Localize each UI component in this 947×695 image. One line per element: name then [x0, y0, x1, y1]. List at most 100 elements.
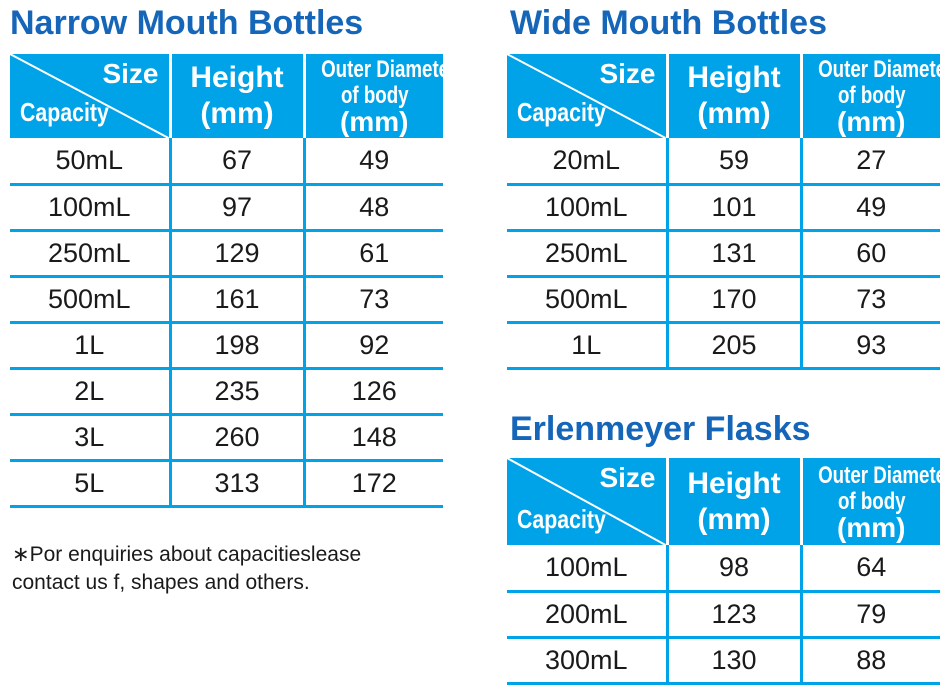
- diameter-cell: 27: [799, 138, 940, 186]
- capacity-cell: 250mL: [10, 230, 170, 278]
- diagonal-divider: [507, 54, 666, 138]
- of-body-label: of body: [837, 487, 906, 515]
- header-height: Height (mm): [665, 54, 801, 138]
- height-unit: (mm): [697, 502, 771, 536]
- diameter-cell: 60: [799, 230, 940, 278]
- table-row: 5L 313 172: [10, 460, 443, 508]
- height-unit: (mm): [697, 97, 771, 130]
- header-outer-diameter: Outer Diameter of body (mm): [799, 54, 947, 138]
- diameter-cell: 126: [302, 368, 443, 416]
- wide-table: Size Capacity Height (mm) Outer Diameter of b…: [507, 54, 947, 370]
- diameter-cell: 148: [302, 414, 443, 462]
- diagonal-divider: [10, 54, 169, 138]
- capacity-cell: 300mL: [507, 637, 667, 685]
- header-outer-diameter: Outer Diameter of body (mm): [302, 54, 456, 138]
- size-label: Size: [599, 58, 656, 89]
- capacity-cell: 500mL: [10, 276, 170, 324]
- diameter-cell: 64: [799, 545, 940, 593]
- capacity-label: Capacity: [20, 97, 109, 127]
- diameter-cell: 79: [799, 591, 940, 639]
- capacity-cell: 1L: [507, 322, 667, 370]
- height-cell: 198: [168, 322, 304, 370]
- capacity-cell: 20mL: [507, 138, 667, 186]
- table-row: 300mL 130 88: [507, 637, 940, 685]
- height-cell: 97: [168, 184, 304, 232]
- of-body-label: of body: [837, 82, 906, 109]
- diameter-cell: 88: [799, 637, 940, 685]
- table-row: 250mL 129 61: [10, 230, 443, 278]
- capacity-cell: 1L: [10, 322, 170, 370]
- erlenmeyer-title: Erlenmeyer Flasks: [510, 410, 811, 448]
- capacity-cell: 250mL: [507, 230, 667, 278]
- table-row: 250mL 131 60: [507, 230, 940, 278]
- diameter-cell: 48: [302, 184, 443, 232]
- size-label: Size: [102, 58, 159, 89]
- table-row: 500mL 161 73: [10, 276, 443, 324]
- capacity-cell: 50mL: [10, 138, 170, 186]
- height-cell: 205: [665, 322, 801, 370]
- capacity-cell: 5L: [10, 460, 170, 508]
- height-cell: 67: [168, 138, 304, 186]
- table-row: 1L 198 92: [10, 322, 443, 370]
- diameter-unit: (mm): [340, 106, 409, 137]
- table-row: 3L 260 148: [10, 414, 443, 462]
- outer-diameter-label: Outer Diameter: [817, 461, 947, 489]
- header-height: Height (mm): [168, 54, 304, 138]
- table-row: 100mL 98 64: [507, 545, 940, 593]
- height-unit: (mm): [200, 97, 274, 130]
- table-row: 20mL 59 27: [507, 138, 940, 186]
- table-row: 100mL 101 49: [507, 184, 940, 232]
- capacity-cell: 100mL: [10, 184, 170, 232]
- height-cell: 59: [665, 138, 801, 186]
- of-body-label: of body: [340, 82, 409, 109]
- height-cell: 98: [665, 545, 801, 593]
- diameter-cell: 61: [302, 230, 443, 278]
- table-header-row: Size Capacity Height (mm) Outer Diameter of b…: [507, 54, 947, 138]
- height-cell: 129: [168, 230, 304, 278]
- capacity-cell: 200mL: [507, 591, 667, 639]
- height-cell: 260: [168, 414, 304, 462]
- diameter-unit: (mm): [837, 511, 906, 543]
- table-row: 1L 205 93: [507, 322, 940, 370]
- diameter-cell: 172: [302, 460, 443, 508]
- diameter-cell: 49: [799, 184, 940, 232]
- capacity-cell: 3L: [10, 414, 170, 462]
- diameter-cell: 49: [302, 138, 443, 186]
- height-cell: 161: [168, 276, 304, 324]
- footnote-line-2: contact us f, shapes and others.: [12, 571, 310, 594]
- narrow-table: Size Capacity Height (mm) Outer Diameter of b…: [10, 54, 456, 508]
- height-cell: 123: [665, 591, 801, 639]
- header-size-capacity: Size Capacity: [507, 458, 667, 545]
- table-row: 100mL 97 48: [10, 184, 443, 232]
- height-label: Height: [190, 61, 284, 94]
- header-size-capacity: Size Capacity: [10, 54, 170, 138]
- footnote-line-1: ∗Por enquiries about capacitieslease: [12, 543, 362, 566]
- diameter-cell: 92: [302, 322, 443, 370]
- diagonal-divider: [507, 458, 666, 545]
- table-header-row: Size Capacity Height (mm) Outer Diameter of b…: [507, 458, 947, 545]
- table-row: 2L 235 126: [10, 368, 443, 416]
- diameter-unit: (mm): [837, 106, 906, 137]
- diameter-cell: 73: [302, 276, 443, 324]
- header-outer-diameter: Outer Diameter of body (mm): [799, 458, 947, 545]
- header-height: Height (mm): [665, 458, 801, 545]
- capacity-cell: 500mL: [507, 276, 667, 324]
- capacity-cell: 100mL: [507, 184, 667, 232]
- header-size-capacity: Size Capacity: [507, 54, 667, 138]
- diameter-cell: 73: [799, 276, 940, 324]
- height-cell: 235: [168, 368, 304, 416]
- table-header-row: Size Capacity Height (mm) Outer Diameter of b…: [10, 54, 456, 138]
- wide-title: Wide Mouth Bottles: [510, 4, 827, 42]
- capacity-label: Capacity: [517, 97, 606, 127]
- table-row: 200mL 123 79: [507, 591, 940, 639]
- narrow-title: Narrow Mouth Bottles: [10, 4, 364, 42]
- table-row: 500mL 170 73: [507, 276, 940, 324]
- table-body: 100mL 98 64 200mL 123 79 300mL 130 88: [507, 545, 940, 685]
- height-label: Height: [687, 61, 781, 94]
- height-cell: 170: [665, 276, 801, 324]
- height-cell: 101: [665, 184, 801, 232]
- table-body: 50mL 67 49 100mL 97 48 250mL 129 61 500mL 161 73 1L 1…: [10, 138, 443, 508]
- diameter-cell: 93: [799, 322, 940, 370]
- footnote: ∗Por enquiries about capacitieslease con…: [12, 541, 452, 597]
- outer-diameter-label: Outer Diameter: [817, 56, 947, 83]
